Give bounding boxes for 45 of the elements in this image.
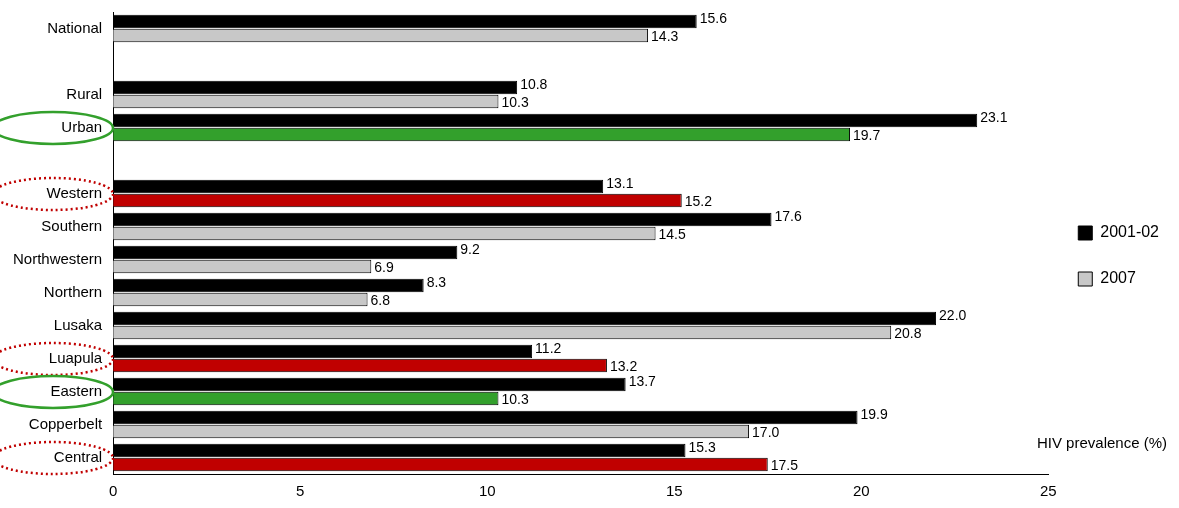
y-tick-label: Copperbelt	[28, 414, 104, 432]
data-label: 14.3	[651, 28, 679, 45]
y-tick-label: National	[47, 18, 103, 36]
data-label: 9.2	[460, 241, 480, 258]
legend-label: 2001-02	[1100, 223, 1160, 241]
y-tick-label: Southern	[41, 216, 103, 234]
data-label: 8.3	[426, 274, 447, 291]
legend-label: 2007	[1100, 269, 1136, 287]
x-tick-label: 10	[478, 482, 496, 500]
data-label: 14.5	[658, 226, 687, 243]
y-tick-label: Central	[53, 447, 103, 465]
data-label: 15.3	[688, 439, 716, 456]
data-label: 11.2	[535, 340, 562, 357]
y-tick-label: Eastern	[50, 381, 103, 399]
y-tick-label: Northwestern	[13, 249, 103, 267]
x-tick-label: 15	[665, 482, 683, 500]
data-label: 17.5	[770, 457, 799, 474]
data-label: 10.3	[501, 94, 529, 111]
data-label: 17.6	[774, 208, 802, 225]
data-label: 10.3	[501, 391, 529, 408]
data-label: 10.8	[520, 76, 548, 93]
data-label: 23.1	[980, 109, 1008, 126]
x-axis-title: HIV prevalence (%)	[1036, 434, 1167, 452]
data-label: 22.0	[939, 307, 967, 324]
data-label: 15.6	[699, 10, 728, 27]
y-tick-label: Lusaka	[53, 315, 103, 333]
data-label: 19.9	[860, 406, 888, 423]
data-label: 6.9	[374, 259, 394, 276]
y-tick-label: Urban	[61, 117, 103, 135]
y-tick-label: Rural	[66, 84, 103, 102]
data-label: 13.2	[609, 358, 638, 375]
x-tick-label: 5	[296, 482, 305, 500]
y-tick-label: Western	[46, 183, 103, 201]
data-label: 13.7	[628, 373, 657, 390]
y-tick-label: Luapula	[48, 348, 103, 366]
x-tick-label: 20	[852, 482, 870, 500]
x-tick-label: 25	[1039, 482, 1057, 500]
data-label: 19.7	[853, 127, 881, 144]
data-label: 15.2	[684, 193, 713, 210]
data-label: 20.8	[894, 325, 922, 342]
data-label: 13.1	[606, 175, 634, 192]
data-label: 17.0	[752, 424, 780, 441]
y-tick-label: Northern	[43, 282, 103, 300]
data-label: 6.8	[370, 292, 391, 309]
x-tick-label: 0	[109, 482, 118, 500]
